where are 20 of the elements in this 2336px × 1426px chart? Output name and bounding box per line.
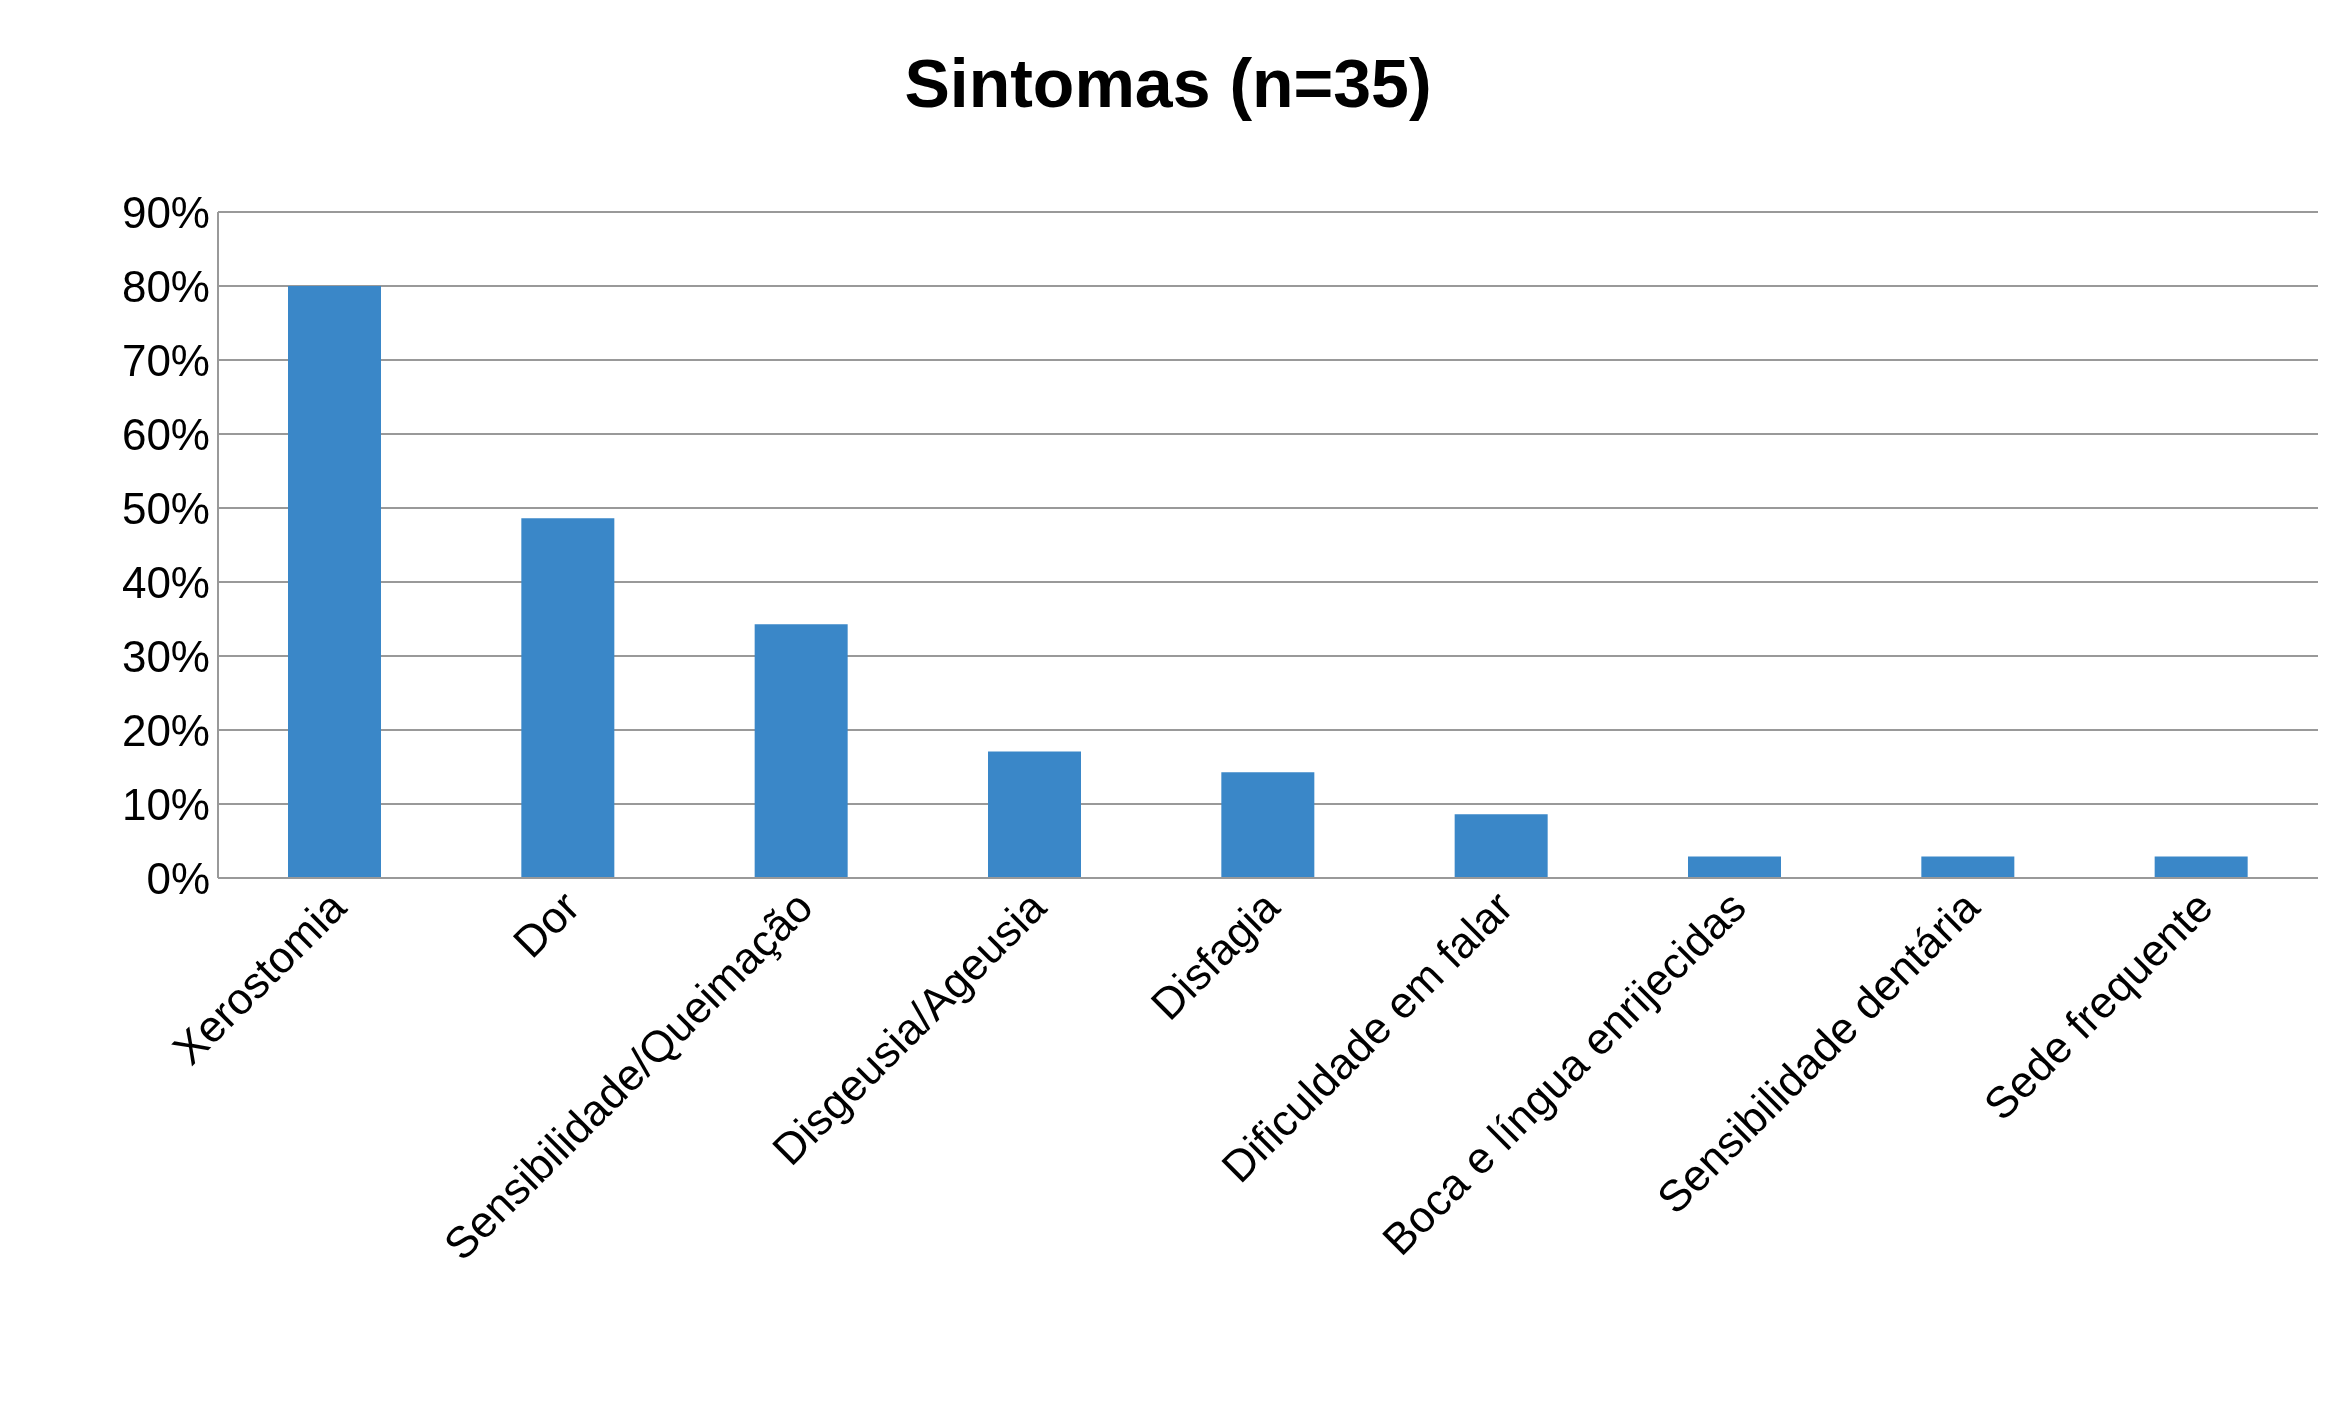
bar (2154, 856, 2248, 878)
y-tick-label: 60% (121, 409, 210, 459)
y-tick-label: 30% (121, 631, 210, 681)
bar (288, 286, 381, 878)
y-tick-label: 80% (121, 261, 210, 311)
y-tick-label: 40% (121, 557, 210, 607)
y-tick-label: 90% (121, 187, 210, 237)
y-tick-label: 10% (121, 779, 210, 829)
bar (1688, 856, 1781, 878)
y-tick-label: 20% (121, 705, 210, 755)
y-tick-label: 50% (121, 483, 210, 533)
y-tick-label: 70% (121, 335, 210, 385)
bar (754, 624, 848, 878)
bar (521, 518, 615, 878)
bar (1221, 772, 1315, 878)
chart-title: Sintomas (n=35) (903, 44, 1433, 123)
y-tick-label: 0% (146, 853, 210, 903)
bar (988, 751, 1081, 878)
bar (1921, 856, 2015, 878)
bar (1454, 814, 1548, 878)
